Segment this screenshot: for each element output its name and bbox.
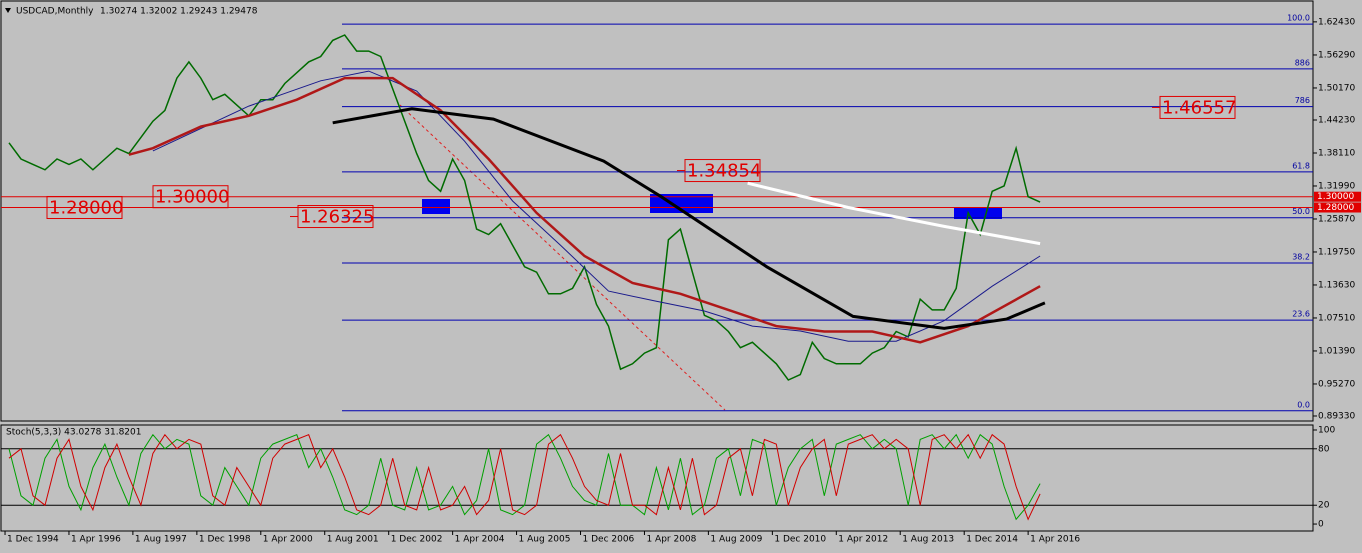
- fib-label: 61.8: [1292, 161, 1310, 170]
- y-tick-label: 1.62430: [1318, 17, 1355, 27]
- fib-label: 23.6: [1292, 310, 1310, 319]
- level-box-label: 1.30000: [155, 187, 229, 208]
- x-tick-label: 1 Aug 2013: [902, 535, 954, 545]
- x-tick-label: 1 Apr 2004: [455, 535, 505, 545]
- price-label: 1.46557: [1162, 97, 1236, 118]
- x-tick-label: 1 Apr 2008: [646, 535, 696, 545]
- main-panel: [0, 0, 1314, 422]
- x-tick-label: 1 Dec 2010: [774, 535, 826, 545]
- y-tick-label: 1.01390: [1318, 346, 1355, 356]
- series-line: [8, 34, 1041, 381]
- series-line: [8, 433, 1041, 521]
- y-tick-label: 1.38110: [1318, 148, 1355, 158]
- price-label: 1.34854: [687, 161, 761, 182]
- x-tick-label: 1 Dec 2002: [391, 535, 443, 545]
- x-tick-label: 1 Dec 1994: [7, 535, 59, 545]
- chart-title: USDCAD,Monthly: [16, 7, 94, 17]
- ohlc-text: 1.30274 1.32002 1.29243 1.29478: [100, 7, 258, 17]
- y-tick-label: 1.50170: [1318, 83, 1355, 93]
- fib-label: 50.0: [1292, 207, 1310, 216]
- x-tick-label: 1 Aug 1997: [135, 535, 187, 545]
- x-tick-label: 1 Apr 2000: [263, 535, 313, 545]
- level-box-label: 1.28000: [49, 197, 123, 218]
- y-tick-label: 100: [1318, 425, 1335, 435]
- series-line: [747, 181, 1041, 246]
- x-tick-label: 1 Dec 2006: [583, 535, 635, 545]
- y-tick-label: 1.25870: [1318, 214, 1355, 224]
- price-label: 1.26325: [300, 207, 374, 228]
- y-tick-label: 0.89330: [1318, 411, 1355, 421]
- zone: [954, 207, 1002, 219]
- y-tick-label: 1.13630: [1318, 280, 1355, 290]
- level-tag: [1314, 191, 1361, 202]
- y-tick-label: 80: [1318, 444, 1330, 454]
- price-label-box: [1159, 95, 1236, 119]
- zone: [422, 199, 450, 214]
- y-tick-label: 1.07510: [1318, 313, 1355, 323]
- y-tick-label: 0.95270: [1318, 379, 1355, 389]
- fib-label: 38.2: [1292, 253, 1310, 262]
- stoch-title: Stoch(5,3,3) 43.0278 31.8201: [6, 428, 141, 438]
- x-tick-label: 1 Aug 2009: [710, 535, 762, 545]
- fib-label: 100.0: [1287, 14, 1310, 23]
- y-tick-label: 1.31990: [1318, 181, 1355, 191]
- trend-line: [399, 104, 726, 411]
- fib-label: 0.0: [1297, 400, 1310, 409]
- y-tick-label: 1.56290: [1318, 50, 1355, 60]
- x-tick-label: 1 Apr 2012: [838, 535, 888, 545]
- y-tick-label: 1.44230: [1318, 115, 1355, 125]
- fib-label: 786: [1295, 96, 1310, 105]
- series-line: [332, 107, 1046, 330]
- x-tick-label: 1 Apr 1996: [71, 535, 121, 545]
- stoch-panel: [0, 424, 1314, 532]
- x-tick-label: 1 Aug 2005: [519, 535, 571, 545]
- y-tick-label: 1.19750: [1318, 247, 1355, 257]
- series-line: [8, 433, 1041, 521]
- x-tick-label: 1 Dec 1998: [199, 535, 251, 545]
- price-label-box: [297, 205, 374, 229]
- series-line: [128, 76, 1041, 344]
- level-tag-label: 1.28000: [1317, 203, 1354, 213]
- x-tick-label: 1 Apr 2016: [1030, 535, 1080, 545]
- level-box: [46, 195, 123, 219]
- x-tick-label: 1 Aug 2001: [327, 535, 379, 545]
- menu-arrow: [5, 8, 11, 13]
- fib-label: 886: [1295, 58, 1310, 67]
- price-label-box: [684, 159, 761, 183]
- x-tick-label: 1 Dec 2014: [966, 535, 1018, 545]
- level-tag: [1314, 202, 1361, 213]
- y-tick-label: 20: [1318, 501, 1330, 511]
- level-tag-label: 1.30000: [1317, 192, 1354, 202]
- y-tick-label: 0: [1318, 520, 1324, 530]
